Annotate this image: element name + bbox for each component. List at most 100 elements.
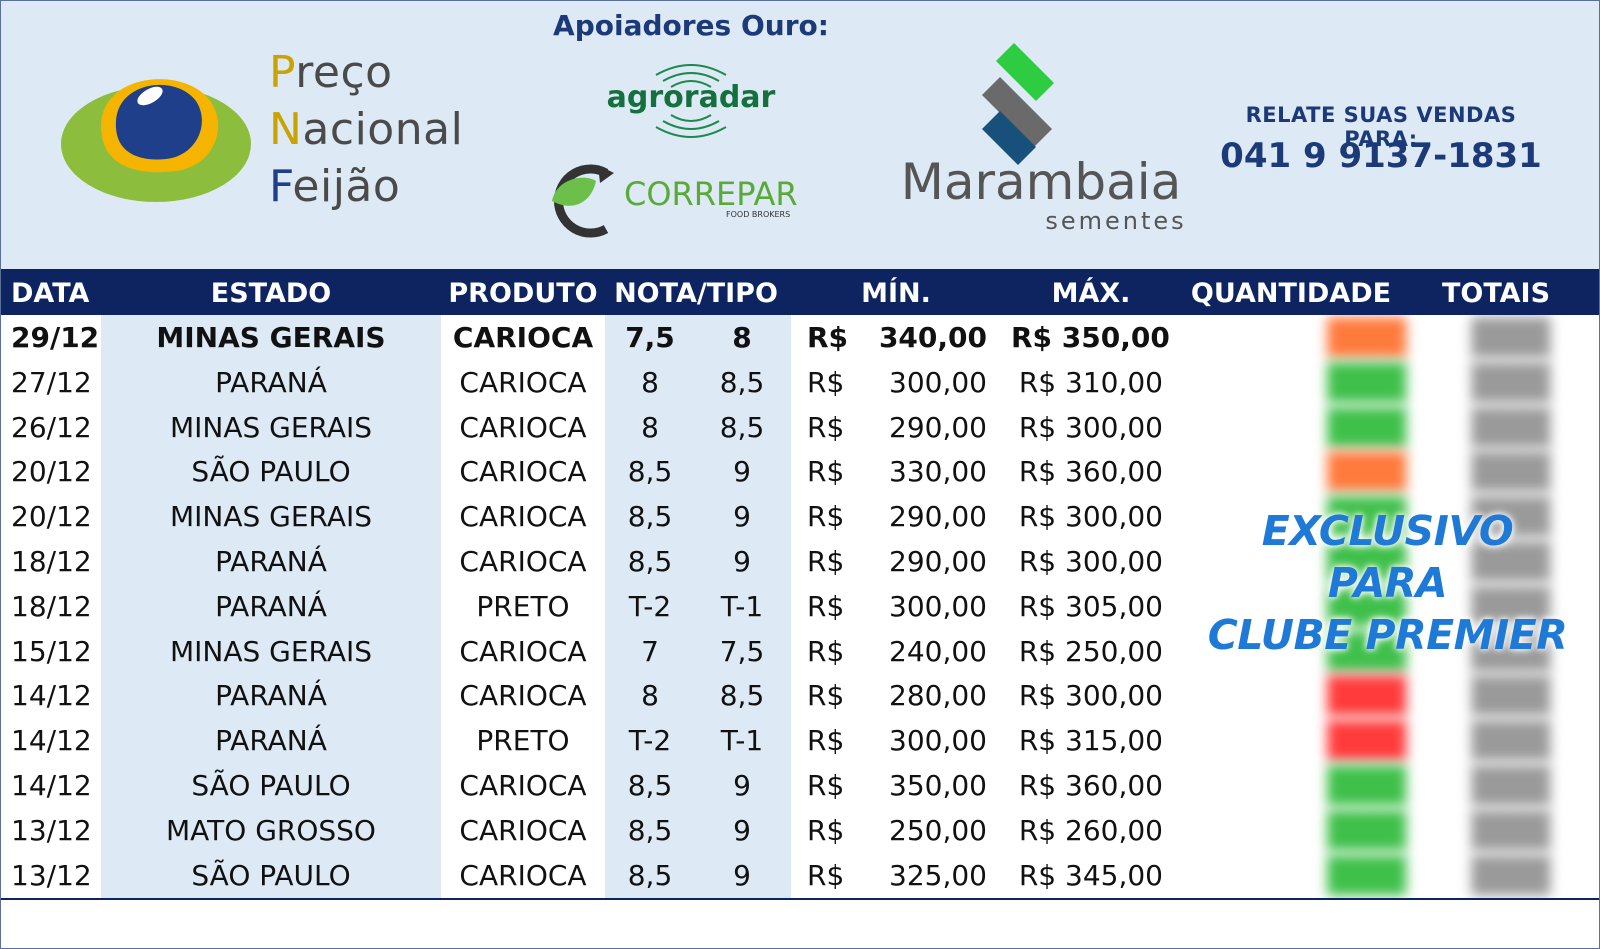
- cell-currency: R$: [807, 858, 845, 892]
- cell-date: 14/12: [11, 724, 92, 758]
- cell-grade-from: 8: [641, 410, 659, 444]
- table-row: 27/12 PARANÁ CARIOCA 8 8,5 R$ 300,00 R$ 310,00: [1, 360, 1176, 405]
- cell-grade-from: T-2: [628, 589, 672, 623]
- cell-product: CARIOCA: [459, 679, 587, 713]
- footer-blank-area: [1, 900, 1599, 948]
- cell-state: SÃO PAULO: [191, 858, 351, 892]
- header-nota-tipo: NOTA/TIPO: [614, 278, 778, 309]
- blurred-quantity: ███: [1327, 676, 1406, 717]
- blurred-total: ███: [1471, 542, 1551, 582]
- cell-date: 18/12: [11, 589, 92, 623]
- blurred-quantity: ███: [1327, 855, 1406, 896]
- cell-currency: R$: [807, 589, 845, 623]
- blurred-quantity: ███: [1327, 586, 1406, 627]
- cell-product: CARIOCA: [459, 365, 587, 399]
- cell-date: 13/12: [11, 813, 92, 847]
- blurred-total: ███: [1471, 676, 1551, 717]
- blurred-quantity: ███: [1327, 766, 1406, 806]
- table-row: 20/12 SÃO PAULO CARIOCA 8,5 9 R$ 330,00 R$ 360,…: [1, 449, 1176, 494]
- cell-currency: R$: [807, 410, 845, 444]
- cell-currency: R$: [807, 724, 845, 758]
- cell-product: CARIOCA: [459, 813, 587, 847]
- blurred-total: ███: [1471, 586, 1551, 627]
- blurred-total: ███: [1471, 497, 1551, 538]
- report-header: Preço Nacional Feijão Apoiadores Ouro: a…: [1, 1, 1599, 269]
- cell-grade-to: T-1: [720, 589, 764, 623]
- cell-state: SÃO PAULO: [191, 455, 351, 489]
- cell-max-price: R$ 315,00: [1018, 724, 1163, 758]
- cell-max-price: R$ 300,00: [1018, 500, 1163, 534]
- cell-max-price: R$ 260,00: [1018, 813, 1163, 847]
- cell-date: 15/12: [11, 634, 92, 668]
- table-row: 18/12 PARANÁ CARIOCA 8,5 9 R$ 290,00 R$ 300,00: [1, 539, 1176, 584]
- cell-currency: R$: [807, 500, 845, 534]
- cell-currency: R$: [807, 365, 845, 399]
- cell-max-price: R$ 250,00: [1018, 634, 1163, 668]
- cell-product: CARIOCA: [459, 545, 587, 578]
- blurred-quantity: ███: [1327, 721, 1406, 762]
- cell-grade-to: 9: [733, 545, 751, 578]
- header-min: MÍN.: [861, 278, 931, 309]
- blurred-quantity: ███: [1327, 497, 1406, 538]
- cell-currency: R$: [807, 634, 845, 668]
- cell-grade-to: 8: [732, 321, 752, 354]
- cell-min-price: 350,00: [889, 769, 987, 802]
- cell-currency: R$: [807, 321, 849, 354]
- cell-max-price: R$ 310,00: [1018, 365, 1163, 399]
- table-bottom-rule: [1, 898, 1599, 900]
- cell-grade-to: 7,5: [719, 634, 765, 668]
- cell-grade-from: 8: [641, 679, 659, 713]
- cell-max-price: R$ 305,00: [1018, 589, 1163, 623]
- agroradar-logo: agroradar: [607, 64, 776, 138]
- cell-product: CARIOCA: [459, 769, 587, 802]
- logo-text-feijao: Feijão: [269, 161, 400, 212]
- cell-grade-from: 8,5: [627, 455, 673, 489]
- exclusive-line-3: CLUBE PREMIER: [1207, 611, 1568, 659]
- cell-state: MINAS GERAIS: [169, 634, 373, 668]
- cell-grade-to: 8,5: [719, 365, 765, 399]
- cell-max-price: R$ 350,00: [1011, 321, 1170, 354]
- header-totais: TOTAIS: [1441, 278, 1551, 309]
- cell-state: MINAS GERAIS: [169, 500, 373, 534]
- cell-grade-to: 9: [733, 455, 751, 489]
- blurred-total: ███: [1471, 766, 1551, 806]
- cell-min-price: 340,00: [878, 321, 987, 354]
- cell-state: PARANÁ: [215, 365, 327, 399]
- cell-product: PRETO: [476, 589, 570, 623]
- logo-text-preco: Preço: [269, 47, 393, 98]
- header-max: MÁX.: [1051, 278, 1131, 309]
- cell-grade-to: 9: [733, 858, 751, 892]
- header-produto: PRODUTO: [448, 278, 598, 309]
- blurred-total: ███: [1471, 318, 1551, 358]
- cell-min-price: 300,00: [889, 365, 987, 399]
- cell-max-price: R$ 360,00: [1018, 455, 1163, 489]
- cell-grade-from: T-2: [628, 724, 672, 758]
- cell-date: 20/12: [11, 500, 92, 534]
- header-estado: ESTADO: [210, 278, 332, 309]
- agroradar-wordmark: agroradar: [607, 80, 776, 115]
- table-row: 14/12 PARANÁ PRETO T-2 T-1 R$ 300,00 R$ 315,00: [1, 718, 1176, 763]
- cell-max-price: R$ 300,00: [1018, 545, 1163, 578]
- table-row: 15/12 MINAS GERAIS CARIOCA 7 7,5 R$ 240,00 R$ 2…: [1, 629, 1176, 674]
- marambaia-subtitle: sementes: [1045, 207, 1186, 235]
- blurred-total: ███: [1471, 452, 1551, 493]
- blurred-total: ███: [1471, 810, 1551, 851]
- correpar-subtitle: FOOD BROKERS: [726, 210, 790, 219]
- cell-grade-from: 8,5: [627, 545, 673, 578]
- cell-product: CARIOCA: [459, 858, 587, 892]
- cell-product: CARIOCA: [459, 634, 587, 668]
- blurred-quantity: ███: [1327, 452, 1406, 493]
- column-band-estado: [101, 315, 441, 898]
- cell-date: 13/12: [11, 858, 92, 892]
- cell-grade-from: 8,5: [627, 769, 673, 802]
- bean-logo-icon: [61, 79, 251, 202]
- cell-min-price: 290,00: [889, 545, 987, 578]
- cell-date: 18/12: [11, 545, 92, 578]
- cell-grade-to: 8,5: [719, 679, 765, 713]
- blurred-quantity: ███: [1327, 542, 1406, 582]
- cell-date: 27/12: [11, 365, 92, 399]
- marambaia-logo: Marambaia sementes: [901, 43, 1186, 235]
- cell-product: CARIOCA: [459, 455, 587, 489]
- report-sales-phone: 041 9 9137-1831: [1220, 136, 1542, 176]
